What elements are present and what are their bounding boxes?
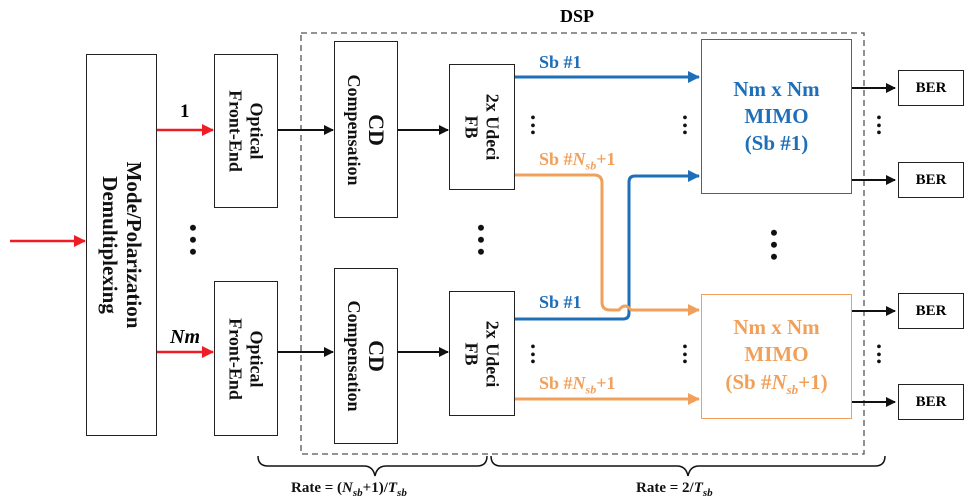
subband-bottom-suffix: +1: [596, 373, 616, 393]
frontend-label-top-line1: Optical: [246, 102, 267, 160]
orange-route-cross: [515, 173, 700, 316]
subband-label-bottom-last: Sb #Nsb+1: [539, 373, 615, 398]
dots-fb-bottom-out: • • •: [530, 340, 536, 371]
dots-ber-bottom: • • •: [876, 340, 882, 371]
subband-bottom-var: N: [572, 373, 586, 393]
fb-label-bottom-line2: FB: [462, 341, 482, 365]
subband-top-sub: sb: [585, 158, 597, 173]
dots-mimo: • • •: [770, 220, 778, 270]
cd-label-top: CD Compensation: [343, 74, 389, 185]
subband-bottom-sub: sb: [585, 382, 597, 397]
mimo-top-line3: (Sb #1): [744, 131, 809, 156]
rate-left-prefix: Rate = (: [291, 480, 343, 496]
frontend-label-bottom-line1: Optical: [246, 330, 267, 387]
demux-box: Mode/Polarization Demultiplexing: [86, 54, 157, 436]
cd-label-top-line1: CD: [363, 113, 389, 146]
fb-label-bottom-line1: 2x Udeci: [482, 320, 503, 387]
ber-box-1: BER: [898, 70, 964, 106]
cd-box-bottom: CD Compensation: [334, 268, 398, 444]
dots-fb: • • •: [477, 215, 485, 265]
demux-label-line2: Demultiplexing: [97, 176, 122, 314]
dots-fb-top-out: • • •: [530, 111, 536, 142]
demux-label-line1: Mode/Polarization: [121, 161, 146, 329]
mimo-bottom-line3-prefix: (Sb #: [725, 369, 772, 394]
dsp-region: [300, 32, 865, 455]
dots-route-bottom: • • •: [682, 340, 688, 371]
mimo-bottom-line3-sub: sb: [786, 381, 799, 397]
rate-label-right: Rate = 2/Tsb: [636, 480, 713, 499]
ber-box-3: BER: [898, 293, 964, 329]
mode-1-label: 1: [180, 101, 190, 122]
cd-label-bottom-line1: CD: [363, 340, 389, 372]
mode-nm-label: Nm: [170, 326, 200, 348]
rate-label-left: Rate = (Nsb+1)/Tsb: [291, 480, 407, 499]
subband-label-top-first: Sb #1: [539, 52, 582, 72]
mimo-bottom-line3-var: N: [771, 369, 787, 394]
frontend-box-bottom: Optical Front-End: [214, 281, 278, 436]
rate-right-prefix: Rate = 2/: [636, 480, 694, 496]
rate-left-tsub: sb: [397, 487, 407, 499]
demux-label: Mode/Polarization Demultiplexing: [97, 161, 146, 329]
mimo-bottom-line3: (Sb #Nsb+1): [725, 369, 827, 399]
ber-box-2: BER: [898, 162, 964, 198]
frontend-label-top: Optical Front-End: [225, 90, 267, 172]
rate-brace-left: [257, 455, 488, 477]
mimo-top-line2: MIMO: [744, 103, 809, 128]
cd-label-bottom: CD Compensation: [343, 300, 389, 411]
mimo-bottom-line1: Nm x Nm: [733, 315, 820, 340]
frontend-label-bottom-line2: Front-End: [226, 317, 246, 400]
frontend-box-top: Optical Front-End: [214, 54, 278, 208]
fb-label-bottom: 2x Udeci FB: [461, 320, 503, 387]
mimo-bottom-line2: MIMO: [744, 342, 809, 367]
fb-label-top-line2: FB: [462, 115, 482, 139]
subband-top-var: N: [572, 149, 586, 169]
rate-right-tsub: sb: [702, 487, 713, 499]
fb-label-top-line1: 2x Udeci: [482, 93, 503, 161]
rate-left-sub: sb: [352, 487, 363, 499]
dots-demux: • • •: [189, 215, 197, 265]
ber-box-4: BER: [898, 384, 964, 420]
frontend-label-bottom: Optical Front-End: [225, 317, 267, 400]
subband-label-top-last: Sb #Nsb+1: [539, 149, 615, 174]
blue-route-cross: [515, 170, 700, 321]
subband-bottom-prefix: Sb #: [539, 373, 573, 393]
mimo-top-line1: Nm x Nm: [733, 76, 820, 101]
fb-box-top: 2x Udeci FB: [449, 64, 515, 190]
fb-label-top: 2x Udeci FB: [461, 93, 503, 161]
mimo-box-top: Nm x Nm MIMO (Sb #1): [701, 39, 852, 194]
rate-left-var: N: [342, 480, 353, 496]
cd-label-top-line2: Compensation: [343, 73, 364, 186]
dsp-title: DSP: [560, 6, 595, 26]
subband-label-bottom-first: Sb #1: [539, 292, 582, 312]
cd-box-top: CD Compensation: [334, 41, 398, 218]
rate-left-tvar: T: [387, 480, 398, 496]
rate-left-mid: +1)/: [362, 480, 388, 496]
mimo-box-bottom: Nm x Nm MIMO (Sb #Nsb+1): [701, 294, 852, 419]
fb-box-bottom: 2x Udeci FB: [449, 291, 515, 416]
subband-top-suffix: +1: [596, 149, 616, 169]
frontend-label-top-line2: Front-End: [226, 90, 246, 172]
rate-right-tvar: T: [693, 480, 703, 496]
cd-label-bottom-line2: Compensation: [343, 300, 364, 412]
subband-top-prefix: Sb #: [539, 149, 573, 169]
rate-brace-right: [490, 455, 886, 477]
mimo-bottom-line3-suffix: +1): [798, 369, 828, 394]
dots-ber-top: • • •: [876, 111, 882, 142]
dots-route-top: • • •: [682, 111, 688, 142]
